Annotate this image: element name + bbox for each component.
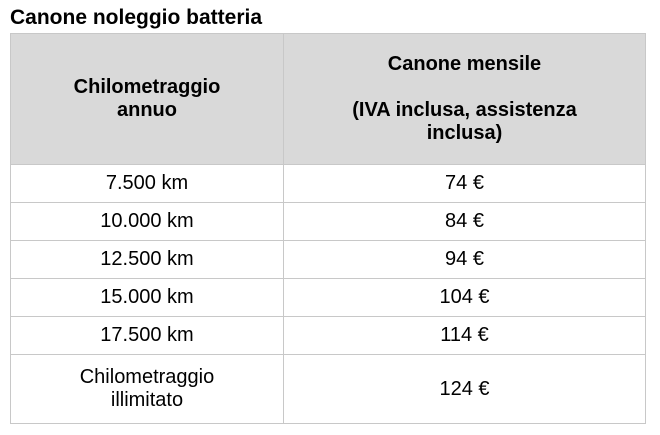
table-row: 12.500 km 94 € (10, 240, 646, 279)
table-row: 10.000 km 84 € (10, 202, 646, 241)
header-cell: Chilometraggio annuo (10, 33, 284, 165)
header-text: Canone mensile (387, 53, 542, 75)
table-body: 7.500 km 74 €10.000 km 84 €12.500 km 94 €15… (10, 164, 646, 424)
table-cell: 84 € (283, 202, 646, 241)
table-cell: 94 € (283, 240, 646, 279)
title: Canone noleggio batteria (10, 6, 263, 29)
header-text: (IVA inclusa, assistenza inclusa) (352, 99, 577, 144)
table-row: Chilometraggio illimitato 124 € (10, 354, 646, 424)
table-cell: 17.500 km (10, 316, 284, 355)
table-cell: 12.500 km (10, 240, 284, 279)
table-row: 7.500 km 74 € (10, 164, 646, 203)
header-text: Chilometraggio annuo (73, 76, 221, 121)
table-cell: 74 € (283, 164, 646, 203)
table-row: 15.000 km 104 € (10, 278, 646, 317)
header-cell: Canone mensile (IVA inclusa, assistenza … (283, 33, 646, 165)
table-cell: 10.000 km (10, 202, 284, 241)
table-cell: Chilometraggio illimitato (10, 354, 284, 424)
table-cell: 124 € (283, 354, 646, 424)
table-cell: 7.500 km (10, 164, 284, 203)
table-cell: 104 € (283, 278, 646, 317)
rental-table: Chilometraggio annuo Canone mensile (IVA… (10, 33, 646, 424)
table-cell: 15.000 km (10, 278, 284, 317)
table-cell: 114 € (283, 316, 646, 355)
table-row: 17.500 km 114 € (10, 316, 646, 355)
header-row: Chilometraggio annuo Canone mensile (IVA… (10, 33, 646, 165)
